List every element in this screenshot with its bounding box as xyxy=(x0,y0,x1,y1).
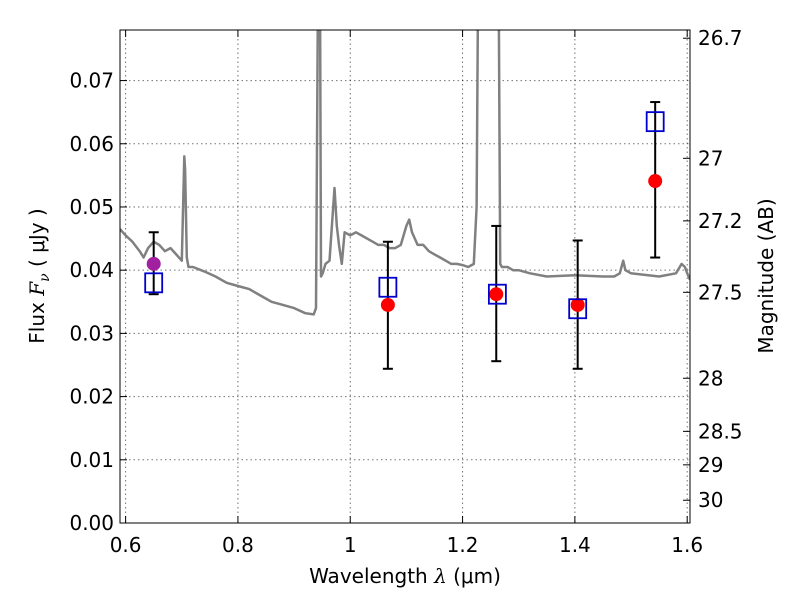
y-tick-label: 0.04 xyxy=(69,258,114,282)
data-point xyxy=(380,297,395,312)
y-axis-label-subscript: ν xyxy=(37,273,53,282)
y-tick-label: 0.06 xyxy=(69,132,114,156)
x-tick-label: 1 xyxy=(344,533,357,557)
x-tick-label: 0.6 xyxy=(110,533,142,557)
y-tick-label: 0.02 xyxy=(69,385,114,409)
y-tick-label: 0.05 xyxy=(69,195,114,219)
x-axis-label-text: Wavelength xyxy=(309,564,434,588)
y-axis-label-symbol: F xyxy=(25,281,49,297)
y2-axis-label: Magnitude (AB) xyxy=(754,198,778,353)
model-point-square xyxy=(487,283,507,305)
data-point xyxy=(489,287,504,302)
y2-tick-label: 26.7 xyxy=(698,26,743,50)
x-tick-label: 1.6 xyxy=(671,533,703,557)
spectrum-line xyxy=(120,30,690,316)
y-tick-label: 0.01 xyxy=(69,448,114,472)
y-axis-label-unit: ( μJy ) xyxy=(25,208,49,273)
y-tick-label: 0.00 xyxy=(69,511,114,535)
y-axis-label: Flux Fν ( μJy ) xyxy=(25,208,53,343)
x-axis-label: Wavelength λ (μm) xyxy=(309,564,501,588)
x-axis-label-unit: (μm) xyxy=(447,564,501,588)
y-axis-label-text: Flux xyxy=(25,296,49,344)
y2-tick-label: 30 xyxy=(698,488,723,512)
model-point-square xyxy=(144,272,164,294)
model-point-square xyxy=(378,276,398,298)
y-tick-label: 0.07 xyxy=(69,69,114,93)
x-axis-label-symbol: λ xyxy=(433,564,447,588)
y2-tick-label: 28.5 xyxy=(698,419,743,443)
plot-frame xyxy=(119,29,691,524)
x-tick-label: 0.8 xyxy=(222,533,254,557)
axis-ticks: 0.6 0.8 1 1.2 1.4 1.6 0.00 0.01 0.02 0.03 0.04 0.05… xyxy=(69,26,742,557)
x-tick-label: 1.2 xyxy=(447,533,479,557)
y2-tick-label: 27 xyxy=(698,146,723,170)
data-point xyxy=(570,297,585,312)
model-point-square xyxy=(568,298,588,320)
y-tick-label: 0.03 xyxy=(69,321,114,345)
data-point xyxy=(648,174,663,189)
x-tick-label: 1.4 xyxy=(559,533,591,557)
model-point-square xyxy=(645,111,665,133)
y2-tick-label: 29 xyxy=(698,453,723,477)
plot-area xyxy=(120,30,690,370)
y2-tick-label: 27.2 xyxy=(698,209,743,233)
data-point xyxy=(146,256,161,271)
y2-tick-label: 28 xyxy=(698,366,723,390)
y2-tick-label: 27.5 xyxy=(698,280,743,304)
